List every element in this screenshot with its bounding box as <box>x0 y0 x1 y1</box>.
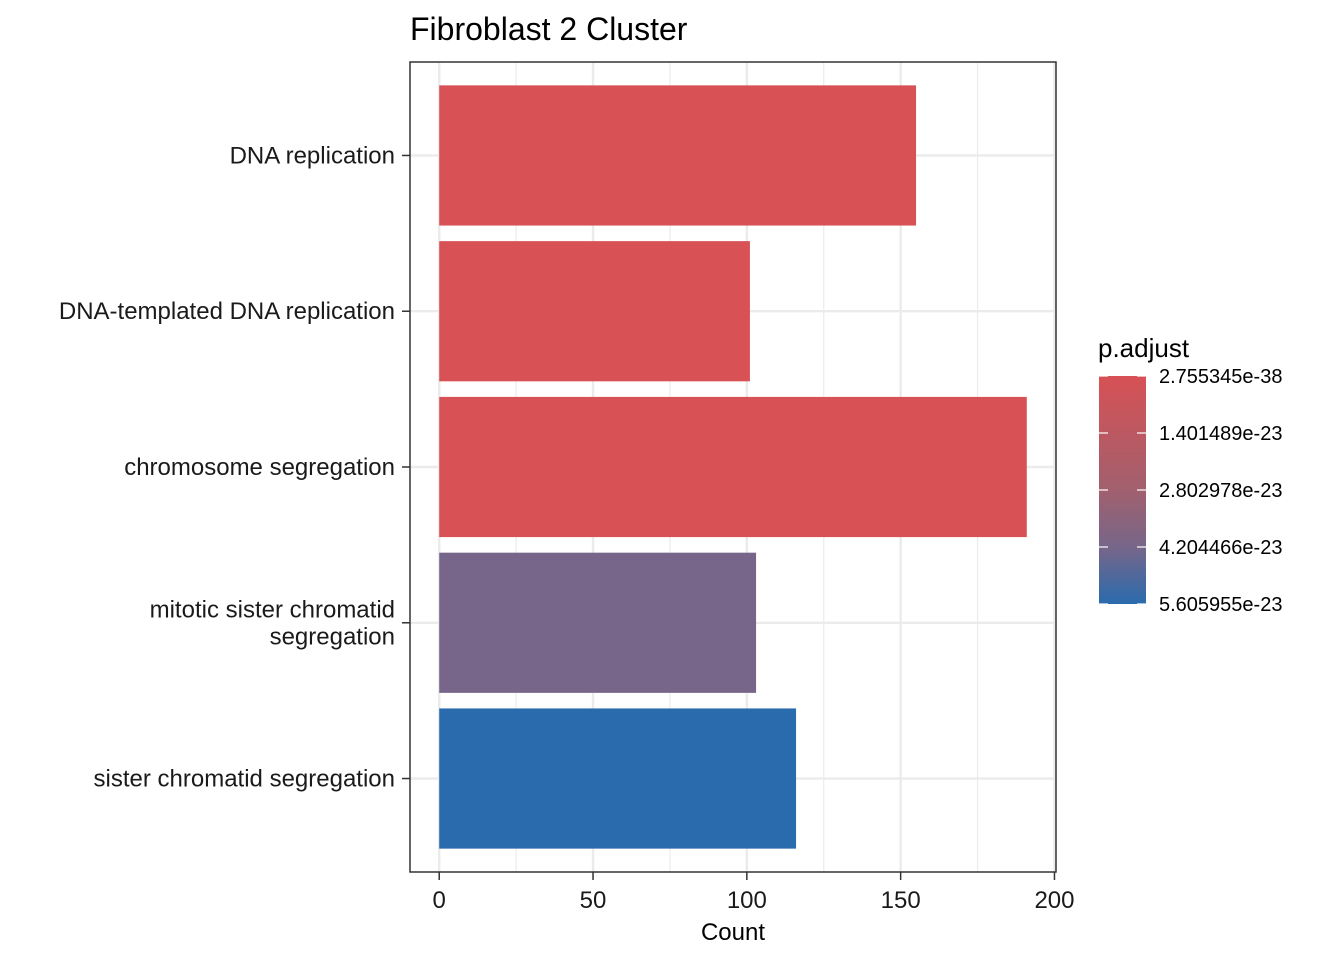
x-axis: 0 50 100 150 200 <box>433 872 1074 914</box>
y-tick-label: DNA-templated DNA replication <box>59 298 395 325</box>
x-tick-label: 50 <box>580 887 607 914</box>
x-tick-label: 150 <box>881 887 921 914</box>
x-tick-label: 0 <box>433 887 446 914</box>
legend-label: 5.605955e-23 <box>1159 594 1282 616</box>
y-tick-label: chromosome segregation <box>124 454 395 481</box>
y-tick-label: DNA replication <box>230 142 395 169</box>
bars <box>439 85 1027 849</box>
bar-mitotic-sister-chromatid-segregation <box>439 552 757 693</box>
bar-dna-templated-dna-replication <box>439 241 750 382</box>
y-tick-label: sister chromatid segregation <box>94 766 395 793</box>
x-tick-label: 100 <box>727 887 767 914</box>
legend-label: 4.204466e-23 <box>1159 537 1282 559</box>
legend-title: p.adjust <box>1098 333 1190 363</box>
y-tick-label: mitotic sister chromatid segregation <box>150 596 395 650</box>
legend-label: 2.802978e-23 <box>1159 480 1282 502</box>
legend-label: 1.401489e-23 <box>1159 423 1282 445</box>
legend-label: 2.755345e-38 <box>1159 366 1282 388</box>
bar-dna-replication <box>439 85 917 226</box>
y-axis: DNA replication DNA-templated DNA replica… <box>59 142 410 793</box>
x-tick-label: 200 <box>1034 887 1074 914</box>
legend: p.adjust 2.755345e-38 1.401489e-23 2.80297… <box>1098 333 1282 616</box>
legend-ticks: 2.755345e-38 1.401489e-23 2.802978e-23 4.20… <box>1099 366 1282 616</box>
bar-chromosome-segregation <box>439 396 1027 538</box>
bar-sister-chromatid-segregation <box>439 708 797 849</box>
x-axis-title: Count <box>701 919 765 946</box>
chart-title: Fibroblast 2 Cluster <box>410 11 688 47</box>
